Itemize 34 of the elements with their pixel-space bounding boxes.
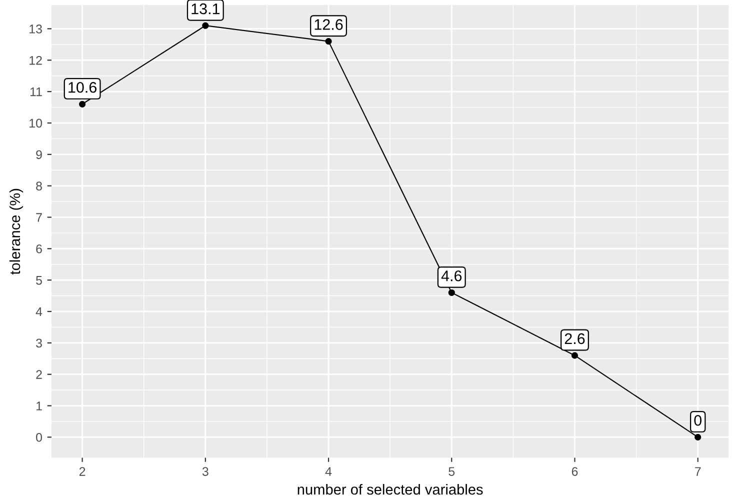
point xyxy=(325,38,332,45)
point xyxy=(79,100,86,108)
data-label: 2.6 xyxy=(564,333,585,344)
y-axis-title: tolerance (%) xyxy=(9,188,24,275)
x-tick-label: 3 xyxy=(202,467,208,476)
y-tick-label: 7 xyxy=(36,213,42,222)
point xyxy=(202,22,209,29)
point xyxy=(448,289,455,296)
data-label: 13.1 xyxy=(192,3,220,14)
x-axis-title: number of selected variables xyxy=(298,484,483,495)
y-tick-label: 0 xyxy=(36,432,42,442)
y-tick-label: 4 xyxy=(36,307,42,316)
y-tick-label: 10 xyxy=(30,118,42,128)
y-tick-label: 8 xyxy=(36,182,42,190)
y-tick-label: 5 xyxy=(36,276,42,285)
y-tick-label: 9 xyxy=(36,150,42,160)
data-label: 0 xyxy=(694,414,702,426)
y-tick-label: 6 xyxy=(36,244,42,254)
y-tick-label: 2 xyxy=(36,370,42,379)
point xyxy=(571,352,578,359)
data-label: 4.6 xyxy=(441,270,462,282)
y-tick-label: 12 xyxy=(30,56,42,65)
data-label: 10.6 xyxy=(68,82,96,93)
point xyxy=(694,434,702,440)
data-label: 12.6 xyxy=(314,19,343,30)
y-tick-label: 11 xyxy=(30,88,42,96)
x-tick-label: 2 xyxy=(79,467,86,476)
y-tick-label: 1 xyxy=(36,402,42,410)
x-tick-label: 6 xyxy=(572,467,578,476)
y-tick-label: 3 xyxy=(36,338,42,348)
y-tick-label: 13 xyxy=(30,24,42,34)
x-tick-label: 7 xyxy=(695,467,701,476)
x-tick-label: 5 xyxy=(448,467,455,476)
x-tick-label: 4 xyxy=(325,467,332,476)
